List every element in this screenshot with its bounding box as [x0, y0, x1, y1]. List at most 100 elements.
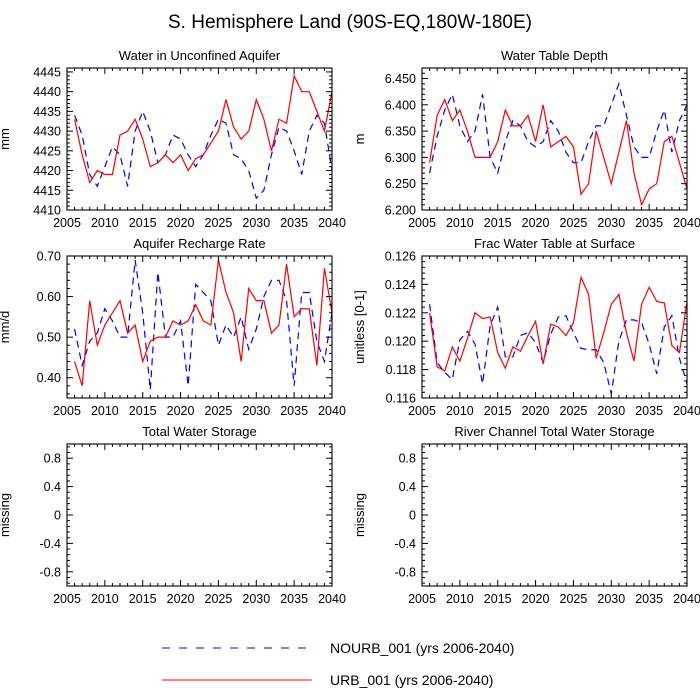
y-tick-label: 0.124 — [385, 278, 416, 292]
x-tick-label: 2030 — [597, 404, 625, 418]
y-ticks — [422, 67, 687, 211]
x-tick-label: 2015 — [484, 216, 512, 230]
y-tick-label: 0.122 — [385, 306, 416, 320]
y-ticks — [67, 446, 332, 584]
panel-2: Aquifer Recharge Rate mm/d 2005 2010 2015 202… — [0, 236, 346, 418]
y-tick-label: 0.60 — [37, 290, 61, 304]
y-tick-label: 0.118 — [386, 363, 416, 377]
y-tick-label: 0.116 — [386, 392, 416, 406]
panel-3: Frac Water Table at Surface unitless [0-1… — [352, 236, 700, 418]
y-tick-label: 4435 — [33, 105, 61, 119]
x-tick-label: 2005 — [408, 592, 436, 606]
y-tick-label: 4410 — [33, 204, 61, 218]
y-tick-label: 6.350 — [385, 125, 416, 139]
legend-label-0: NOURB_001 (yrs 2006-2040) — [330, 640, 514, 656]
series-group — [73, 73, 332, 200]
y-tick-label: 0.4 — [399, 480, 416, 494]
x-ticks — [66, 256, 333, 398]
panel-1: Water Table Depth m 2005 2010 2015 2020 2025 20… — [352, 48, 700, 230]
y-tick-label: 0.40 — [37, 371, 61, 385]
y-axis-label: missing — [0, 493, 12, 537]
x-tick-label: 2010 — [91, 592, 119, 606]
x-tick-label: 2035 — [280, 404, 308, 418]
x-tick-label: 2010 — [446, 404, 474, 418]
x-tick-label: 2030 — [242, 216, 270, 230]
x-tick-label: 2005 — [53, 592, 81, 606]
x-tick-label: 2030 — [242, 404, 270, 418]
x-tick-label: 2035 — [635, 404, 663, 418]
y-tick-label: 6.300 — [385, 151, 416, 165]
series-line-nourb-001 — [428, 81, 687, 175]
x-tick-label: 2015 — [129, 592, 157, 606]
y-axis-label: unitless [0-1] — [352, 290, 367, 364]
plot-frame — [421, 255, 688, 399]
x-tick-label: 2035 — [280, 592, 308, 606]
x-tick-label: 2030 — [242, 592, 270, 606]
y-tick-label: 4445 — [33, 65, 61, 79]
y-tick-label: -0.8 — [39, 565, 61, 579]
x-tick-label: 2005 — [53, 404, 81, 418]
x-ticks — [421, 68, 688, 210]
panel-title: Water in Unconfined Aquifer — [119, 48, 281, 63]
panel-title: Total Water Storage — [142, 424, 256, 439]
series-group — [73, 259, 332, 390]
y-tick-label: 0.70 — [37, 250, 61, 264]
panel-title: Water Table Depth — [501, 48, 608, 63]
x-tick-label: 2040 — [673, 592, 700, 606]
series-line-urb-001 — [428, 275, 687, 372]
y-tick-label: 0.8 — [44, 452, 61, 466]
y-axis-label: mm/d — [0, 311, 12, 344]
y-tick-label: 0.4 — [44, 480, 61, 494]
y-tick-label: 4425 — [33, 144, 61, 158]
plot-frame — [421, 67, 688, 211]
panel-title: River Channel Total Water Storage — [454, 424, 654, 439]
x-tick-label: 2005 — [408, 404, 436, 418]
x-tick-label: 2020 — [167, 216, 195, 230]
x-tick-label: 2035 — [635, 216, 663, 230]
y-axis-label: m — [352, 134, 367, 145]
x-tick-label: 2015 — [129, 216, 157, 230]
legend: NOURB_001 (yrs 2006-2040) URB_001 (yrs 20… — [162, 640, 514, 688]
figure-title: S. Hemisphere Land (90S-EQ,180W-180E) — [168, 12, 532, 33]
x-tick-label: 2035 — [280, 216, 308, 230]
x-tick-label: 2020 — [522, 216, 550, 230]
x-ticks — [66, 444, 333, 586]
x-tick-label: 2005 — [53, 216, 81, 230]
x-tick-label: 2020 — [167, 404, 195, 418]
x-tick-label: 2025 — [560, 404, 588, 418]
y-tick-label: 4430 — [33, 125, 61, 139]
series-group — [428, 81, 687, 207]
x-tick-label: 2005 — [408, 216, 436, 230]
x-tick-label: 2020 — [522, 592, 550, 606]
y-ticks — [67, 255, 332, 395]
y-ticks — [67, 67, 332, 211]
panel-0: Water in Unconfined Aquifer mm 2005 2010 201… — [0, 48, 346, 230]
x-tick-label: 2015 — [129, 404, 157, 418]
y-tick-label: 0.50 — [37, 331, 61, 345]
panel-5: River Channel Total Water Storage missing… — [352, 424, 700, 606]
x-tick-label: 2025 — [560, 216, 588, 230]
y-axis-label: missing — [352, 493, 367, 537]
y-tick-label: 6.250 — [385, 177, 416, 191]
plot-frame — [421, 443, 688, 587]
y-tick-label: 0.120 — [385, 335, 416, 349]
y-tick-label: 0.8 — [399, 452, 416, 466]
panel-4: Total Water Storage missing 2005 2010 2015 20… — [0, 424, 346, 606]
panels-group: Water in Unconfined Aquifer mm 2005 2010 201… — [0, 48, 700, 606]
plot-frame — [66, 255, 333, 399]
y-tick-label: 0.126 — [385, 250, 416, 264]
x-ticks — [66, 68, 333, 210]
x-tick-label: 2040 — [673, 404, 700, 418]
x-tick-label: 2015 — [484, 592, 512, 606]
y-tick-label: 6.450 — [385, 72, 416, 86]
y-tick-label: 0 — [54, 509, 61, 523]
panel-title: Frac Water Table at Surface — [474, 236, 635, 251]
y-tick-label: 4440 — [33, 85, 61, 99]
series-line-urb-001 — [73, 73, 332, 184]
x-ticks — [421, 256, 688, 398]
x-tick-label: 2010 — [91, 216, 119, 230]
y-tick-label: -0.4 — [394, 537, 416, 551]
panel-title: Aquifer Recharge Rate — [133, 236, 265, 251]
y-tick-label: -0.8 — [394, 565, 416, 579]
